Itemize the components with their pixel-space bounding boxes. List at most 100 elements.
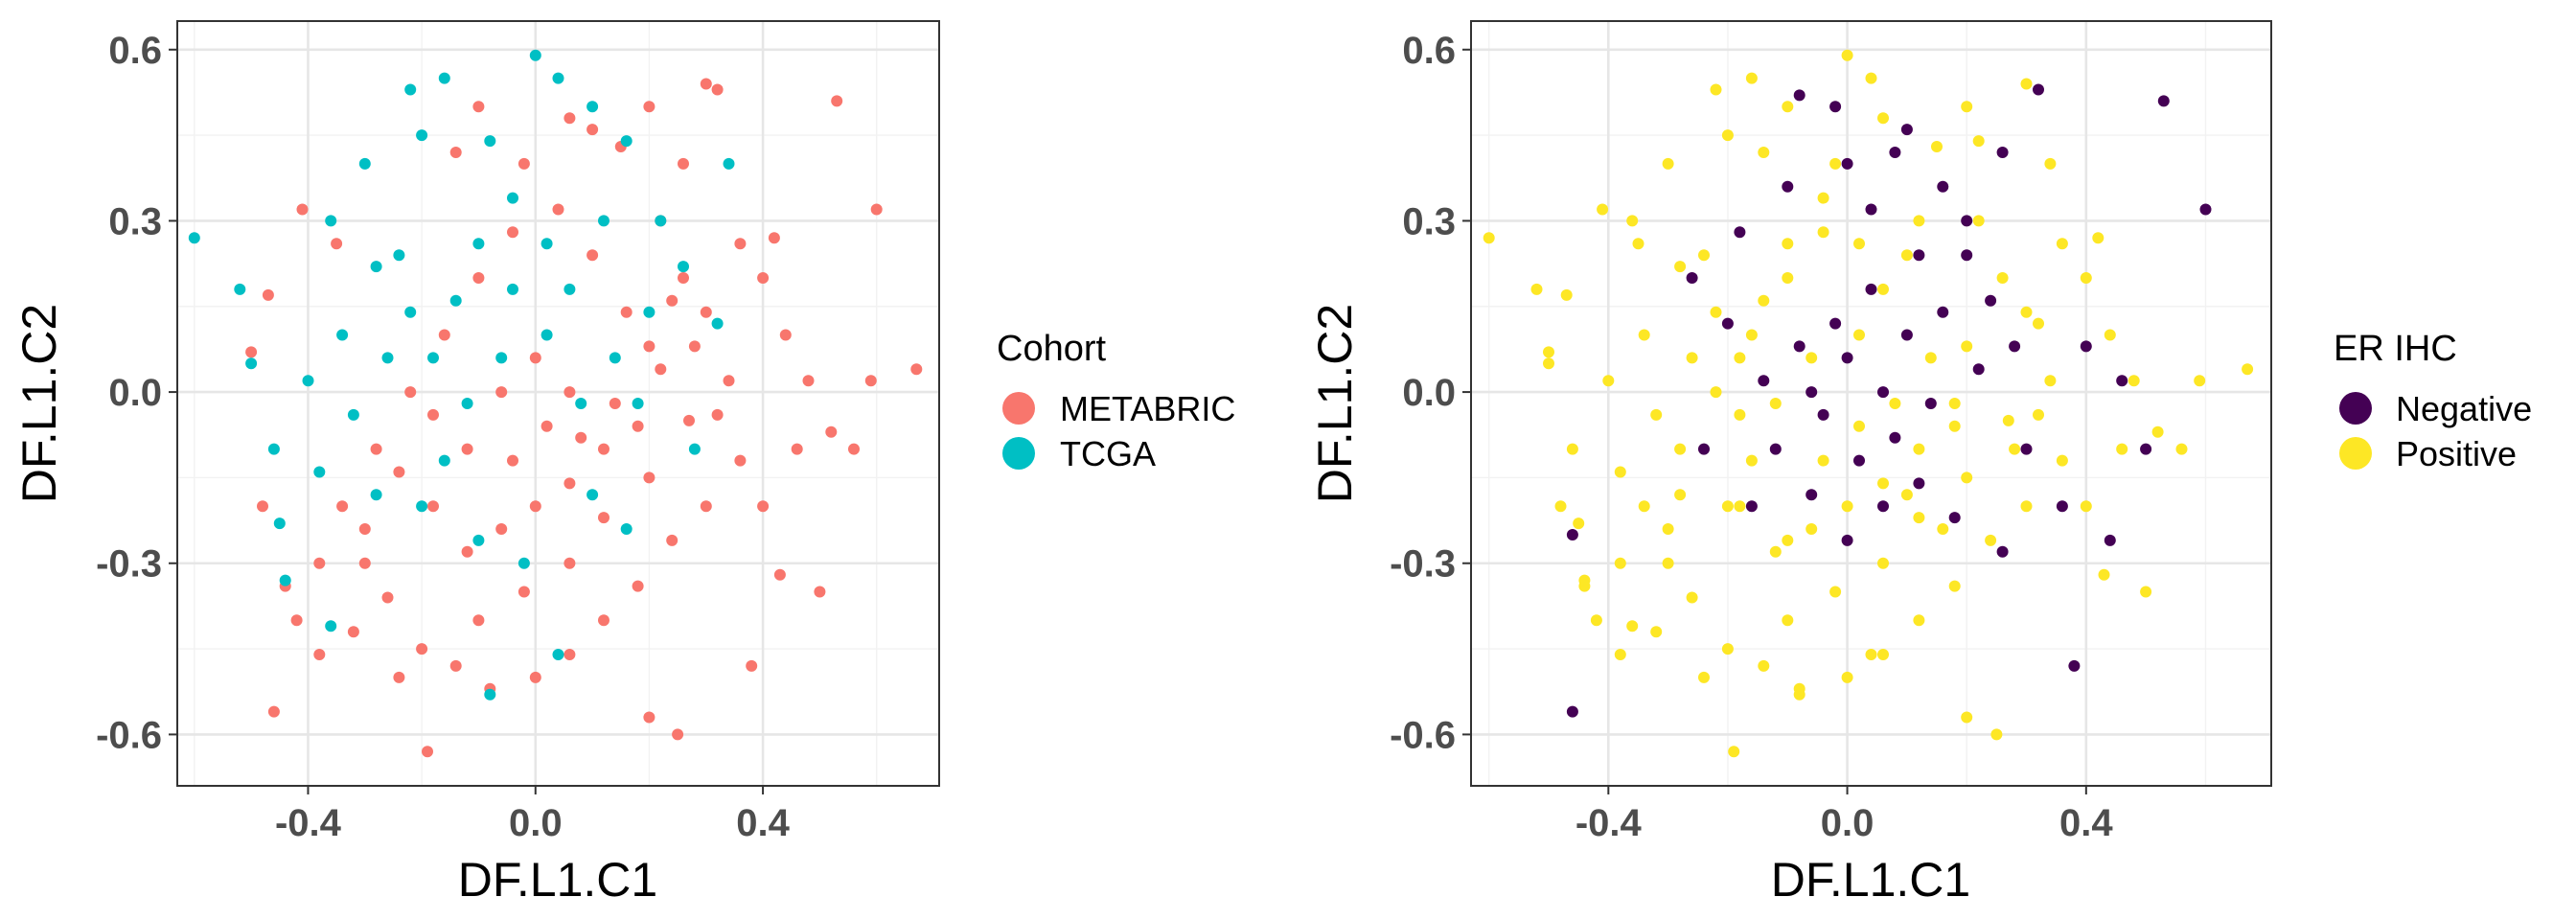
left-point-metabric <box>267 705 280 718</box>
right-point-negative <box>1758 375 1770 387</box>
left-point-metabric <box>700 500 712 513</box>
right-point-negative <box>1972 363 1985 376</box>
right-point-positive <box>1877 283 1889 295</box>
left-x-axis-title: DF.L1.C1 <box>458 853 657 907</box>
right-point-positive <box>1931 141 1943 152</box>
left-point-tcga <box>472 534 485 546</box>
left-point-metabric <box>404 386 417 399</box>
right-x-tick-label: 0.4 <box>2059 802 2113 844</box>
left-point-metabric <box>472 614 485 627</box>
right-point-positive <box>1758 659 1770 672</box>
left-point-metabric <box>564 386 576 399</box>
left-point-tcga <box>313 466 326 478</box>
left-point-metabric <box>347 626 359 638</box>
left-point-tcga <box>234 283 246 295</box>
right-point-positive <box>1817 226 1829 239</box>
right-point-negative <box>1806 489 1818 501</box>
right-point-positive <box>1853 420 1865 432</box>
right-point-negative <box>1782 180 1794 193</box>
left-point-metabric <box>461 545 473 558</box>
left-point-metabric <box>257 500 268 513</box>
left-point-tcga <box>723 157 735 170</box>
right-legend-swatch-positive <box>2339 437 2372 470</box>
left-point-metabric <box>734 454 747 467</box>
left-point-tcga <box>552 649 564 660</box>
left-legend-label-tcga: TCGA <box>1060 434 1156 473</box>
right-point-positive <box>1841 49 1853 61</box>
right-chart: -0.4 0.0 0.4 -0.6 -0.3 0.0 0.3 0.6 DF.L1.C1 DF.… <box>1308 20 2532 907</box>
left-point-metabric <box>427 408 439 421</box>
left-point-metabric <box>564 557 576 569</box>
left-gridlines <box>177 21 939 786</box>
right-point-positive <box>1710 306 1722 318</box>
right-point-positive <box>1913 512 1925 524</box>
left-point-metabric <box>757 272 770 284</box>
right-point-positive <box>1758 294 1770 307</box>
right-point-positive <box>2194 375 2206 387</box>
right-point-negative <box>1698 443 1710 455</box>
left-point-metabric <box>552 203 564 216</box>
left-point-tcga <box>678 261 689 273</box>
right-point-positive <box>1662 557 1674 569</box>
right-point-negative <box>2157 95 2170 107</box>
left-point-metabric <box>529 352 541 364</box>
left-point-tcga <box>188 232 200 244</box>
right-point-negative <box>1841 534 1853 546</box>
right-point-positive <box>1877 112 1889 125</box>
right-point-positive <box>1698 249 1710 262</box>
left-points <box>188 49 923 758</box>
left-point-metabric <box>643 101 656 113</box>
right-point-positive <box>1961 472 1973 484</box>
left-point-tcga <box>273 518 286 530</box>
right-point-positive <box>2033 317 2044 330</box>
right-point-positive <box>2175 443 2188 455</box>
left-point-metabric <box>711 83 724 96</box>
right-point-positive <box>1782 101 1794 113</box>
left-point-metabric <box>370 443 382 455</box>
right-point-positive <box>1806 523 1818 535</box>
left-point-tcga <box>495 352 508 364</box>
left-point-metabric <box>683 414 695 426</box>
left-point-metabric <box>598 614 610 627</box>
left-y-tick-label: 0.3 <box>108 200 162 242</box>
right-point-positive <box>1710 83 1722 96</box>
right-point-negative <box>2056 500 2068 513</box>
right-point-positive <box>2020 500 2033 513</box>
right-point-negative <box>1829 317 1842 330</box>
left-point-tcga <box>620 135 632 148</box>
left-point-metabric <box>586 249 599 262</box>
left-point-metabric <box>632 580 644 592</box>
right-point-positive <box>1865 72 1877 84</box>
right-point-positive <box>1782 534 1794 546</box>
left-point-tcga <box>484 688 496 701</box>
right-point-positive <box>1674 443 1687 455</box>
left-point-tcga <box>404 306 417 318</box>
right-point-positive <box>1745 329 1758 341</box>
left-point-tcga <box>449 294 462 307</box>
left-point-metabric <box>438 329 450 341</box>
right-point-positive <box>1913 443 1925 455</box>
right-point-positive <box>1841 500 1853 513</box>
right-point-positive <box>1865 649 1877 660</box>
right-y-axis-title: DF.L1.C2 <box>1308 304 1362 503</box>
right-point-positive <box>2116 443 2128 455</box>
right-x-axis-title: DF.L1.C1 <box>1771 853 1970 907</box>
right-point-positive <box>1948 580 1961 592</box>
right-gridlines <box>1471 21 2271 786</box>
left-point-tcga <box>279 574 291 586</box>
right-point-positive <box>1961 340 1973 353</box>
left-point-tcga <box>540 329 553 341</box>
right-point-positive <box>1806 352 1818 364</box>
right-point-positive <box>2140 586 2152 598</box>
right-point-negative <box>1961 215 1973 227</box>
right-point-negative <box>1961 249 1973 262</box>
left-point-metabric <box>529 500 541 513</box>
right-point-positive <box>1710 386 1722 399</box>
right-point-negative <box>1806 386 1818 399</box>
right-point-positive <box>2056 238 2068 250</box>
right-legend: ER IHC Negative Positive <box>2334 329 2532 473</box>
left-point-metabric <box>666 294 678 307</box>
left-point-metabric <box>358 557 371 569</box>
left-point-metabric <box>313 557 326 569</box>
left-point-tcga <box>609 352 621 364</box>
